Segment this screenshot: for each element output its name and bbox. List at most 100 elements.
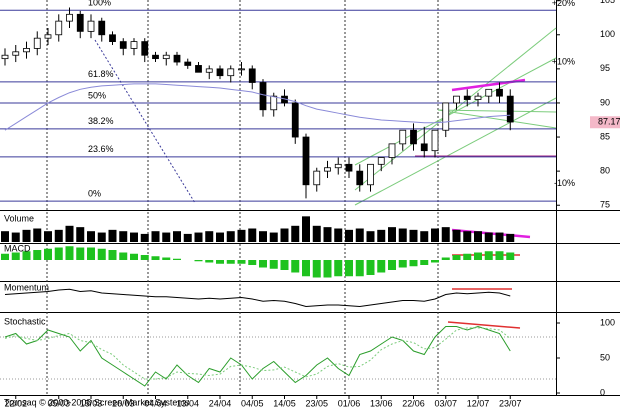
bar xyxy=(259,231,267,242)
bar xyxy=(388,260,396,270)
candle-body xyxy=(130,41,138,49)
candle-body xyxy=(44,34,52,39)
bar xyxy=(323,260,332,278)
candle-body xyxy=(227,68,235,77)
bar xyxy=(162,257,171,260)
bar xyxy=(237,260,246,264)
bar xyxy=(474,231,482,242)
candle-body xyxy=(184,61,192,66)
candle-body xyxy=(442,102,450,131)
bar xyxy=(130,253,138,260)
candle-body xyxy=(109,34,116,42)
x-tick-label: 23/05 xyxy=(305,398,328,408)
bar xyxy=(87,247,95,260)
bar xyxy=(194,232,203,242)
bar xyxy=(377,260,386,273)
bar xyxy=(33,228,42,242)
bar xyxy=(398,228,407,242)
last-price-box xyxy=(590,116,620,129)
y-tick-label: 95 xyxy=(600,63,610,73)
bar xyxy=(355,228,364,242)
panel-title: Stochastic xyxy=(4,316,46,326)
bar xyxy=(431,228,439,242)
period-separators xyxy=(46,0,439,395)
candle-body xyxy=(119,41,127,49)
bar xyxy=(291,225,300,242)
candle-body xyxy=(195,65,202,73)
x-tick-label: 14/05 xyxy=(273,398,296,408)
candle-body xyxy=(76,13,84,32)
bar xyxy=(388,227,396,242)
bar xyxy=(291,260,300,273)
bar xyxy=(22,229,31,242)
candle-body xyxy=(496,88,503,97)
bar xyxy=(226,260,235,264)
candle-body xyxy=(162,54,170,60)
candle-body xyxy=(270,95,278,111)
bar xyxy=(366,231,375,242)
bar xyxy=(1,253,9,260)
fib-label: 23.6% xyxy=(88,144,114,154)
candle-body xyxy=(453,95,460,104)
candle-body xyxy=(367,163,374,186)
candle-body xyxy=(141,41,149,56)
candle-body xyxy=(302,136,310,186)
bar xyxy=(334,228,343,242)
bar xyxy=(345,229,353,242)
bar xyxy=(205,260,214,263)
bar xyxy=(54,247,63,260)
x-tick-label: 26/03 xyxy=(112,398,135,408)
bar xyxy=(323,227,332,242)
bar xyxy=(151,231,160,242)
bar xyxy=(205,231,214,242)
candle-body xyxy=(23,48,30,53)
bar xyxy=(11,232,20,242)
candle-body xyxy=(98,20,106,36)
x-tick-label: 04/04 xyxy=(144,398,167,408)
candle-body xyxy=(152,54,159,60)
bar xyxy=(463,231,472,242)
bar xyxy=(226,231,235,242)
bar xyxy=(140,233,149,242)
bar xyxy=(1,231,9,242)
bar xyxy=(280,260,289,270)
bar xyxy=(431,260,439,263)
candle-body xyxy=(216,68,224,77)
bar xyxy=(151,256,160,260)
bar xyxy=(119,252,128,260)
bar xyxy=(452,229,461,242)
bar xyxy=(65,246,74,260)
bar xyxy=(484,232,493,242)
bar xyxy=(495,251,504,260)
line xyxy=(4,288,511,308)
panel-title: MACD xyxy=(4,243,31,253)
fib-label: 61.8% xyxy=(88,69,114,79)
bar xyxy=(506,233,515,242)
candle-body xyxy=(463,95,471,100)
bar xyxy=(269,260,278,269)
candle-body xyxy=(345,163,353,172)
x-tick-label: 22/02 xyxy=(4,398,27,408)
y-tick-label: 75 xyxy=(600,200,610,210)
candle-body xyxy=(420,143,428,152)
bar xyxy=(194,260,203,262)
x-tick-label: 23/07 xyxy=(499,398,522,408)
bar xyxy=(97,232,106,242)
bar xyxy=(345,260,353,277)
candle-body xyxy=(377,157,385,165)
candle-body xyxy=(506,95,514,123)
candle-body xyxy=(12,51,20,56)
bar xyxy=(173,231,181,242)
bar xyxy=(183,233,192,242)
bar xyxy=(355,260,364,277)
bar xyxy=(441,257,450,260)
candle-body xyxy=(356,170,364,186)
bar xyxy=(44,231,52,242)
bar xyxy=(269,232,278,242)
percent-label: +10% xyxy=(552,56,575,66)
bar xyxy=(484,251,493,260)
candle-body xyxy=(248,68,256,83)
bar xyxy=(33,250,42,260)
bar xyxy=(173,258,181,260)
